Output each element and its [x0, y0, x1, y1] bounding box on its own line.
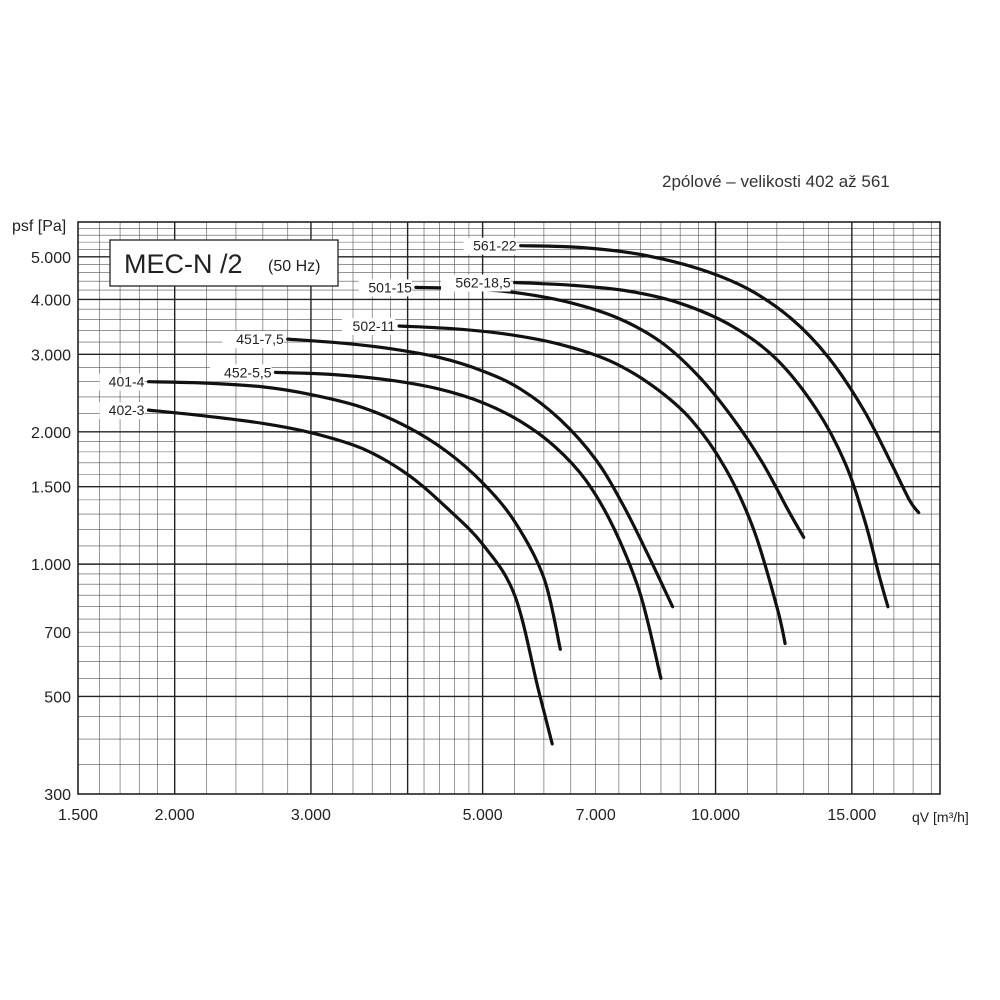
y-tick-label: 1.000	[31, 557, 71, 574]
series-line-452-5-5	[273, 370, 663, 680]
x-tick-label: 3.000	[291, 807, 331, 824]
chart-title-box	[109, 239, 339, 287]
y-axis-label: psf [Pa]	[12, 218, 66, 235]
series-label-bg	[99, 402, 145, 420]
series-label: 402-3	[109, 402, 145, 418]
series-label: 501-15	[368, 279, 412, 295]
series-line-501-15	[414, 285, 806, 539]
x-tick-label: 2.000	[155, 807, 195, 824]
series-label-bg	[441, 274, 511, 292]
series-label: 562-18,5	[455, 275, 510, 291]
x-axis-label: qV [m³/h]	[912, 809, 969, 825]
x-tick-label: 15.000	[827, 807, 876, 824]
chart-title: MEC-N /2	[124, 249, 243, 279]
x-tick-label: 5.000	[463, 807, 503, 824]
series-label: 452-5,5	[224, 364, 272, 380]
series-line-561-22	[519, 244, 921, 515]
series-label-bg	[210, 364, 272, 382]
series-label-bg	[358, 279, 412, 297]
y-tick-label: 1.500	[31, 480, 71, 497]
y-tick-label: 500	[44, 689, 71, 706]
series-line-402-3	[146, 408, 554, 746]
series-label-bg	[222, 331, 284, 349]
series-label: 451-7,5	[236, 331, 284, 347]
series-line-502-11	[397, 324, 787, 646]
y-tick-label: 300	[44, 787, 71, 804]
plot-frame	[77, 221, 941, 795]
y-tick-label: 4.000	[31, 292, 71, 309]
x-tick-label: 1.500	[58, 807, 98, 824]
y-tick-label: 2.000	[31, 425, 71, 442]
y-tick-label: 5.000	[31, 250, 71, 267]
chart-subtitle: 2pólové – velikosti 402 až 561	[662, 172, 890, 191]
series-line-401-4	[146, 380, 562, 651]
y-tick-label: 3.000	[31, 347, 71, 364]
series-label-bg	[463, 237, 517, 255]
series-label: 502-11	[353, 318, 396, 334]
x-tick-label: 10.000	[691, 807, 740, 824]
x-tick-label: 7.000	[576, 807, 616, 824]
series-label: 401-4	[109, 374, 145, 390]
series-label-bg	[99, 373, 145, 391]
y-tick-label: 700	[44, 625, 71, 642]
series-line-451-7-5	[286, 337, 675, 609]
series-label-bg	[341, 318, 396, 336]
series-line-562-18-5	[513, 280, 890, 609]
chart-title-suffix: (50 Hz)	[268, 258, 320, 275]
series-label: 561-22	[473, 238, 517, 254]
